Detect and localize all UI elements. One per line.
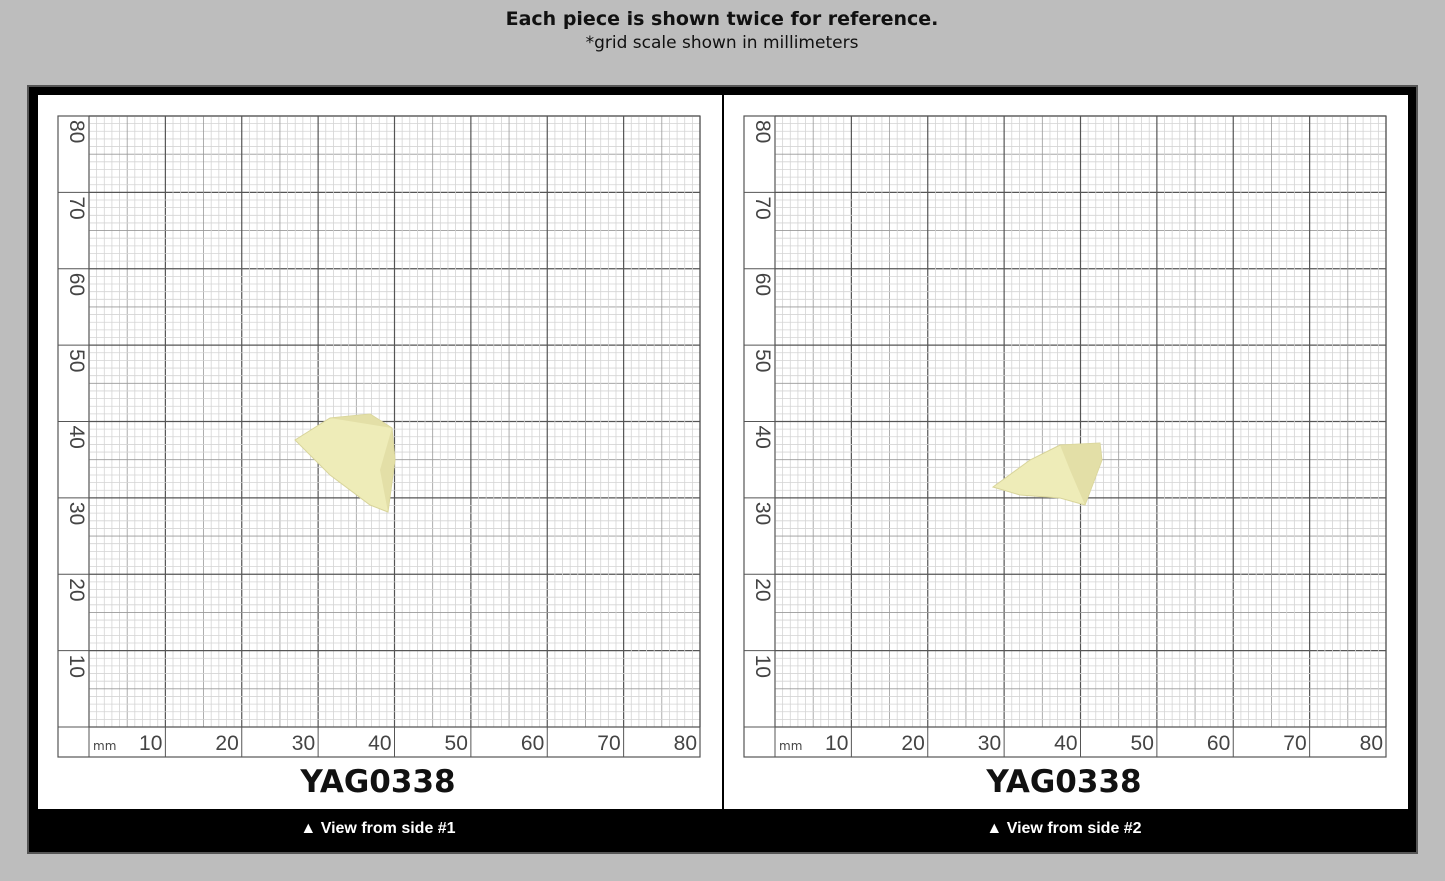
crystal-facet	[1060, 443, 1102, 505]
x-scale-label: 10	[139, 732, 162, 755]
x-scale-label: 20	[215, 732, 238, 755]
x-scale-label: 30	[292, 732, 315, 755]
x-scale-label: 10	[825, 732, 848, 755]
view-caption: ▲ View from side #2	[986, 820, 1141, 837]
x-scale-label: 50	[1131, 732, 1154, 755]
grid-border	[743, 115, 1387, 758]
x-scale-label: 60	[1207, 732, 1230, 755]
y-scale-label: 60	[751, 273, 774, 296]
x-scale-label: 70	[597, 732, 620, 755]
item-code: YAG0338	[299, 764, 455, 800]
y-scale-label: 40	[65, 426, 88, 449]
y-scale-label: 60	[65, 273, 88, 296]
y-scale-label: 50	[751, 349, 774, 372]
crystal-facet	[330, 414, 395, 512]
title: Each piece is shown twice for reference.	[506, 8, 939, 30]
y-scale-label: 80	[65, 120, 88, 143]
x-scale-label: 80	[1360, 732, 1383, 755]
panel: mm 10 20 30 40 50 60 70 80 10 20 30 40 50 60 70 80 YAG033…	[38, 95, 722, 837]
y-scale-label: 70	[751, 196, 774, 219]
unit-label: mm	[93, 739, 116, 753]
x-scale-label: 40	[1054, 732, 1077, 755]
unit-label: mm	[779, 739, 802, 753]
y-scale-label: 20	[751, 578, 774, 601]
x-scale-label: 50	[445, 732, 468, 755]
x-scale-label: 60	[521, 732, 544, 755]
y-scale-label: 20	[65, 578, 88, 601]
view-caption: ▲ View from side #1	[300, 820, 455, 837]
y-scale-label: 10	[751, 655, 774, 678]
y-scale-label: 10	[65, 655, 88, 678]
subtitle: *grid scale shown in millimeters	[586, 33, 859, 53]
y-scale-label: 30	[751, 502, 774, 525]
panel: mm 10 20 30 40 50 60 70 80 10 20 30 40 50 60 70 80 YAG033…	[724, 95, 1408, 837]
y-scale-label: 70	[65, 196, 88, 219]
y-scale-label: 40	[751, 426, 774, 449]
x-scale-label: 40	[368, 732, 391, 755]
y-scale-label: 80	[751, 120, 774, 143]
x-scale-label: 20	[901, 732, 924, 755]
x-scale-label: 70	[1283, 732, 1306, 755]
y-scale-label: 30	[65, 502, 88, 525]
panels: mm 10 20 30 40 50 60 70 80 10 20 30 40 50 60 70 80 YAG033…	[38, 95, 1408, 837]
grid-border	[57, 115, 701, 758]
item-code: YAG0338	[985, 764, 1141, 800]
y-scale-label: 50	[65, 349, 88, 372]
x-scale-label: 30	[978, 732, 1001, 755]
x-scale-label: 80	[674, 732, 697, 755]
